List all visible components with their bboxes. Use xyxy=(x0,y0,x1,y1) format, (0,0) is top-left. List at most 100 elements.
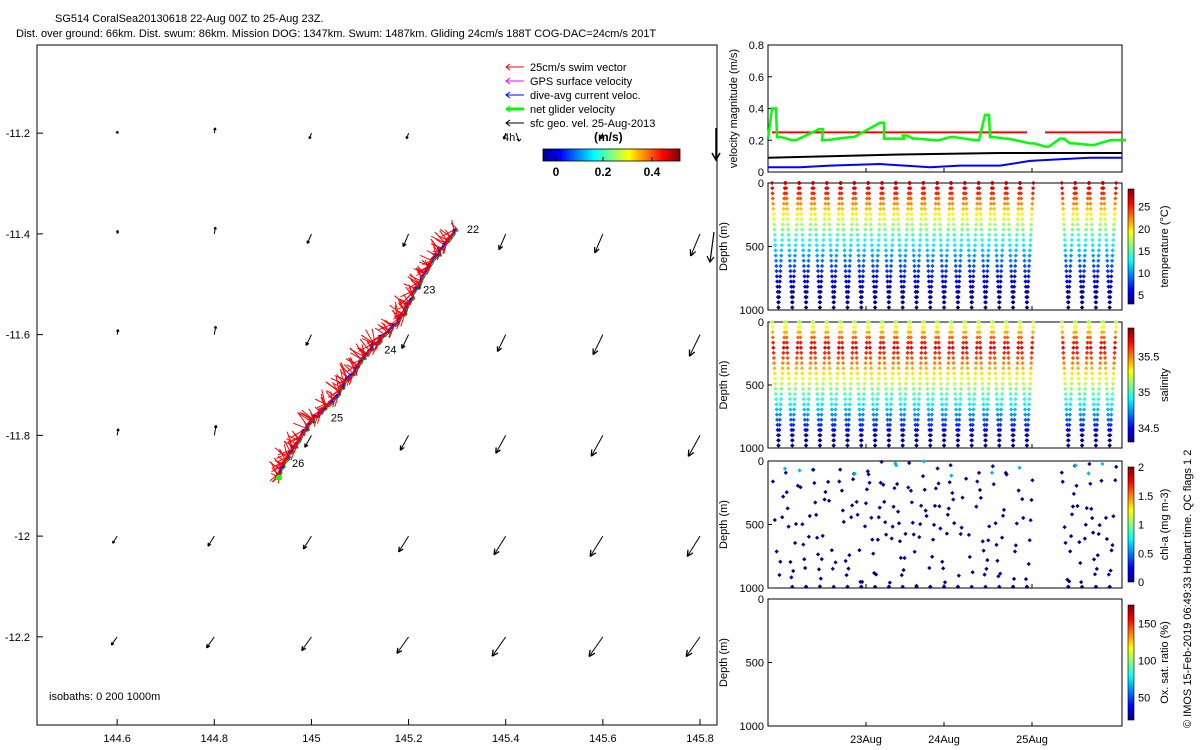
profile-point xyxy=(969,438,975,443)
profile-point xyxy=(930,269,935,274)
profile-point xyxy=(1020,355,1025,361)
profile-point xyxy=(941,566,946,571)
swim-vector xyxy=(424,259,428,269)
profile-point xyxy=(938,232,943,237)
profile-point xyxy=(877,217,882,222)
profile-point xyxy=(925,391,930,397)
profile-point xyxy=(944,253,949,258)
profile-point xyxy=(928,289,934,295)
geostrophic-arrow xyxy=(398,535,409,553)
profile-point xyxy=(832,279,838,284)
swim-vector xyxy=(271,467,278,475)
profile-point xyxy=(1013,386,1019,392)
profile-point xyxy=(805,284,810,289)
profile-point xyxy=(1088,481,1093,486)
profile-point xyxy=(1031,186,1036,191)
legend-entry: 25cm/s swim vector xyxy=(505,62,627,74)
profile-point xyxy=(842,258,848,263)
profile-point xyxy=(1079,580,1084,585)
profile-point xyxy=(845,305,850,310)
profile-point xyxy=(903,243,909,248)
profile-point xyxy=(862,524,868,529)
profile-point xyxy=(1098,361,1103,366)
profile-point xyxy=(967,412,973,417)
profile-point xyxy=(780,217,786,222)
profile-point xyxy=(770,340,776,345)
profile-point xyxy=(987,217,993,222)
profile-point xyxy=(1079,305,1085,310)
swim-vector xyxy=(341,371,349,379)
legend-arrowhead xyxy=(505,91,511,99)
profile-point xyxy=(951,366,956,371)
profile-point xyxy=(909,500,914,505)
profile-point xyxy=(855,243,861,248)
profile-point xyxy=(957,263,963,269)
profile-point xyxy=(933,340,938,345)
profile-point xyxy=(999,263,1004,269)
profile-point xyxy=(940,412,945,417)
profile-point xyxy=(871,279,876,284)
profile-point xyxy=(867,480,872,485)
swim-vector xyxy=(355,343,365,357)
swim-vector xyxy=(377,323,388,333)
profile-point xyxy=(1020,217,1025,222)
swim-vector xyxy=(312,408,323,416)
profile-point xyxy=(930,258,935,263)
profile-point xyxy=(835,232,840,237)
profile-point xyxy=(1101,196,1107,201)
profile-point xyxy=(812,211,818,217)
profile-point xyxy=(1073,463,1078,468)
profile-point xyxy=(819,407,824,412)
profile-point xyxy=(977,186,982,191)
profile-point xyxy=(905,206,910,212)
profile-point xyxy=(939,397,944,402)
profile-point xyxy=(916,402,921,407)
profile-point xyxy=(897,381,902,386)
profile-point xyxy=(864,350,869,355)
profile-point xyxy=(1082,536,1088,541)
profile-point xyxy=(1016,196,1021,201)
profile-point xyxy=(910,237,916,243)
legend-entry: net glider velocity xyxy=(505,104,615,116)
profile-point xyxy=(1083,232,1089,237)
profile-point xyxy=(998,412,1004,417)
net-glider-line xyxy=(278,230,459,480)
profile-point xyxy=(873,433,878,438)
profile-point xyxy=(983,584,988,589)
profile-point xyxy=(1030,330,1035,335)
profile-point xyxy=(826,201,831,206)
profile-point xyxy=(1002,196,1008,201)
profile-point xyxy=(1111,222,1117,227)
profile-point xyxy=(784,330,789,335)
profile-point xyxy=(1011,294,1016,300)
profile-point xyxy=(999,258,1004,263)
profile-point xyxy=(1011,427,1017,433)
profile-point xyxy=(937,217,942,222)
profile-point xyxy=(973,371,978,376)
profile-point xyxy=(1113,186,1119,191)
profile-point xyxy=(881,340,886,345)
profile-point xyxy=(960,217,965,222)
profile-point xyxy=(871,269,876,274)
profile-point xyxy=(860,579,865,585)
profile-point xyxy=(894,191,899,196)
profile-point xyxy=(953,391,958,397)
profile-point xyxy=(1094,438,1099,443)
profile-point xyxy=(908,196,913,201)
profile-point xyxy=(1068,258,1073,263)
swim-vector xyxy=(431,243,441,255)
profile-point xyxy=(1108,284,1113,289)
profile-point xyxy=(884,253,889,258)
profile-point xyxy=(911,258,917,263)
profile-point xyxy=(826,498,832,503)
profile-point xyxy=(978,211,983,217)
profile-point xyxy=(1027,386,1033,392)
profile-point xyxy=(960,350,965,355)
profile-point xyxy=(899,422,904,428)
profile-point xyxy=(956,433,961,438)
profile-point xyxy=(845,433,851,438)
profile-point xyxy=(774,402,779,407)
profile-point xyxy=(881,482,886,487)
map-x-tick-label: 145.6 xyxy=(589,733,617,745)
